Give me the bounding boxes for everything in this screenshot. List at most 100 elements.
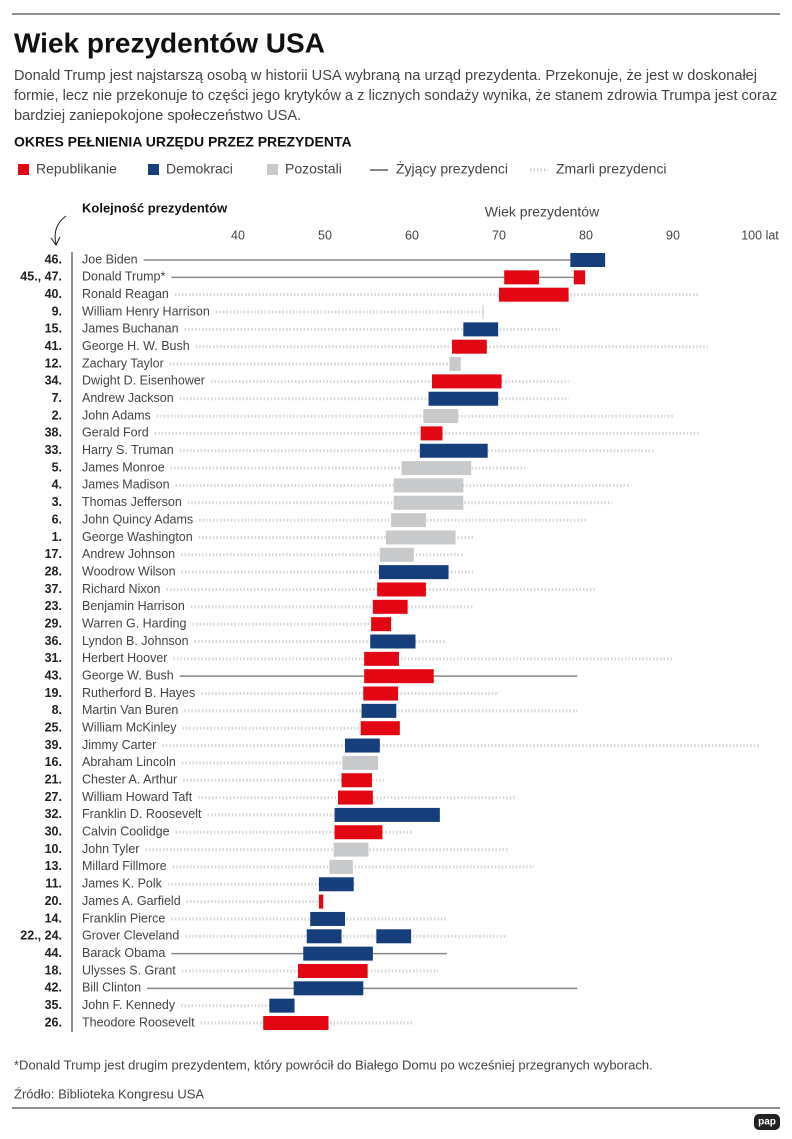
- term-bar: [263, 1016, 329, 1030]
- order-label: 14.: [45, 911, 62, 925]
- term-bar: [364, 669, 434, 684]
- president-name: James A. Garfield: [82, 894, 181, 908]
- source: Źródło: Biblioteka Kongresu USA: [14, 1086, 204, 1101]
- legend-label: Zmarli prezydenci: [556, 161, 666, 177]
- order-label: 42.: [45, 981, 62, 995]
- term-bar: [420, 426, 443, 441]
- term-bar: [376, 929, 412, 944]
- order-label: 34.: [45, 374, 62, 388]
- order-label: 10.: [45, 842, 62, 856]
- president-name: Millard Fillmore: [82, 859, 167, 873]
- president-name: Warren G. Harding: [82, 616, 186, 630]
- term-bar: [449, 357, 461, 372]
- president-name: Calvin Coolidge: [82, 825, 170, 839]
- order-label: 39.: [45, 738, 62, 752]
- president-name: Franklin D. Roosevelt: [82, 807, 202, 821]
- order-label: 12.: [45, 356, 62, 370]
- president-name: John F. Kennedy: [82, 998, 176, 1012]
- order-label: 3.: [52, 495, 62, 509]
- order-label: 41.: [45, 339, 62, 353]
- x-tick-label: 40: [231, 228, 245, 242]
- term-bar: [372, 599, 408, 614]
- term-bar: [338, 790, 373, 805]
- order-label: 37.: [45, 582, 62, 596]
- president-name: Benjamin Harrison: [82, 599, 185, 613]
- logo: pap: [758, 1117, 776, 1128]
- order-label: 29.: [45, 616, 62, 630]
- president-name: James Monroe: [82, 460, 165, 474]
- order-label: 22., 24.: [20, 929, 62, 943]
- legend-swatch: [148, 164, 159, 175]
- president-name: Herbert Hoover: [82, 651, 167, 665]
- x-tick-label: 70: [492, 228, 506, 242]
- president-name: Richard Nixon: [82, 582, 161, 596]
- x-tick-label: 60: [405, 228, 419, 242]
- term-bar: [401, 461, 472, 476]
- order-label: 4.: [52, 478, 62, 492]
- order-label: 31.: [45, 651, 62, 665]
- term-bar: [329, 859, 353, 874]
- order-label: 7.: [52, 391, 62, 405]
- term-bar: [452, 339, 487, 354]
- order-label: 25.: [45, 721, 62, 735]
- term-bar: [298, 963, 368, 978]
- legend-swatch: [18, 164, 29, 175]
- president-name: William McKinley: [82, 721, 177, 735]
- legend-label: Republikanie: [36, 161, 117, 177]
- president-name: Franklin Pierce: [82, 911, 165, 925]
- president-name: James K. Polk: [82, 877, 163, 891]
- term-bar: [393, 478, 464, 493]
- president-name: Andrew Johnson: [82, 547, 175, 561]
- term-bar: [379, 547, 414, 562]
- x-tick-label: 50: [318, 228, 332, 242]
- president-name: Rutherford B. Hayes: [82, 686, 195, 700]
- term-bar: [377, 582, 426, 597]
- x-axis-label: Wiek prezydentów: [485, 204, 600, 220]
- order-label: 23.: [45, 599, 62, 613]
- president-name: Dwight D. Eisenhower: [82, 374, 205, 388]
- term-bar: [333, 842, 369, 857]
- logo-box: [754, 1114, 780, 1130]
- term-bar: [432, 374, 502, 389]
- order-label: 32.: [45, 807, 62, 821]
- president-name: Ronald Reagan: [82, 287, 169, 301]
- order-label: 38.: [45, 426, 62, 440]
- order-label: 35.: [45, 998, 62, 1012]
- order-label: 16.: [45, 755, 62, 769]
- president-name: James Buchanan: [82, 322, 179, 336]
- term-bar: [393, 495, 464, 510]
- president-name: John Adams: [82, 408, 151, 422]
- order-label: 44.: [45, 946, 62, 960]
- term-bar: [463, 322, 499, 337]
- legend-label: Demokraci: [166, 161, 233, 177]
- term-bar: [378, 565, 449, 580]
- president-name: William Henry Harrison: [82, 304, 210, 318]
- term-bar: [334, 825, 383, 840]
- term-bar: [423, 409, 459, 424]
- order-label: 17.: [45, 547, 62, 561]
- president-name: Thomas Jefferson: [82, 495, 182, 509]
- term-bar: [306, 929, 342, 944]
- president-name: Andrew Jackson: [82, 391, 174, 405]
- subtitle: Donald Trump jest najstarszą osobą w his…: [14, 68, 778, 124]
- term-bar: [385, 530, 456, 545]
- term-bar: [363, 686, 399, 701]
- term-bar: [371, 617, 392, 632]
- arrow: [54, 215, 67, 245]
- term-bar: [391, 513, 426, 528]
- president-name: Grover Cleveland: [82, 929, 179, 943]
- order-label: 13.: [45, 859, 62, 873]
- president-name: James Madison: [82, 478, 170, 492]
- president-name: John Quincy Adams: [82, 512, 193, 526]
- order-label: 6.: [52, 512, 62, 526]
- president-name: Martin Van Buren: [82, 703, 178, 717]
- president-name: Bill Clinton: [82, 981, 141, 995]
- term-bar: [293, 981, 364, 996]
- term-bar: [360, 721, 400, 736]
- order-label: 9.: [52, 304, 62, 318]
- president-name: Abraham Lincoln: [82, 755, 176, 769]
- term-bar: [310, 911, 346, 926]
- legend-label: Pozostali: [285, 161, 342, 177]
- president-name: Harry S. Truman: [82, 443, 174, 457]
